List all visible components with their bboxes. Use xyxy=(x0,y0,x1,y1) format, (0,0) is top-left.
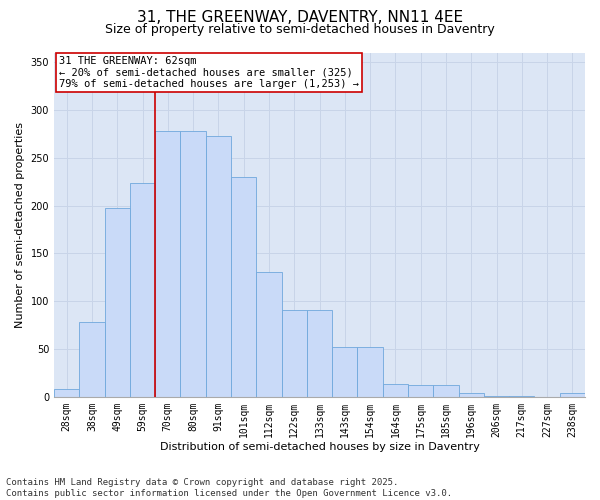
Bar xyxy=(181,131,206,397)
Bar xyxy=(130,182,155,397)
Bar xyxy=(155,131,181,397)
Bar xyxy=(408,386,433,397)
Bar xyxy=(231,177,256,397)
Text: Contains HM Land Registry data © Crown copyright and database right 2025.
Contai: Contains HM Land Registry data © Crown c… xyxy=(6,478,452,498)
Bar xyxy=(332,347,358,397)
Bar xyxy=(79,322,104,397)
Bar xyxy=(484,396,509,397)
Bar xyxy=(256,272,281,397)
Bar xyxy=(206,136,231,397)
Bar xyxy=(433,386,458,397)
Text: 31, THE GREENWAY, DAVENTRY, NN11 4EE: 31, THE GREENWAY, DAVENTRY, NN11 4EE xyxy=(137,10,463,25)
Bar xyxy=(383,384,408,397)
X-axis label: Distribution of semi-detached houses by size in Daventry: Distribution of semi-detached houses by … xyxy=(160,442,479,452)
Bar xyxy=(458,393,484,397)
Bar xyxy=(54,389,79,397)
Bar xyxy=(509,396,535,397)
Bar xyxy=(307,310,332,397)
Bar xyxy=(560,393,585,397)
Text: 31 THE GREENWAY: 62sqm
← 20% of semi-detached houses are smaller (325)
79% of se: 31 THE GREENWAY: 62sqm ← 20% of semi-det… xyxy=(59,56,359,89)
Bar xyxy=(104,208,130,397)
Bar xyxy=(358,347,383,397)
Bar xyxy=(281,310,307,397)
Text: Size of property relative to semi-detached houses in Daventry: Size of property relative to semi-detach… xyxy=(105,22,495,36)
Y-axis label: Number of semi-detached properties: Number of semi-detached properties xyxy=(15,122,25,328)
